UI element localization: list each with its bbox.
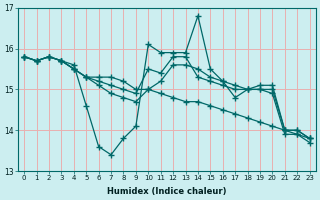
X-axis label: Humidex (Indice chaleur): Humidex (Indice chaleur): [107, 187, 227, 196]
